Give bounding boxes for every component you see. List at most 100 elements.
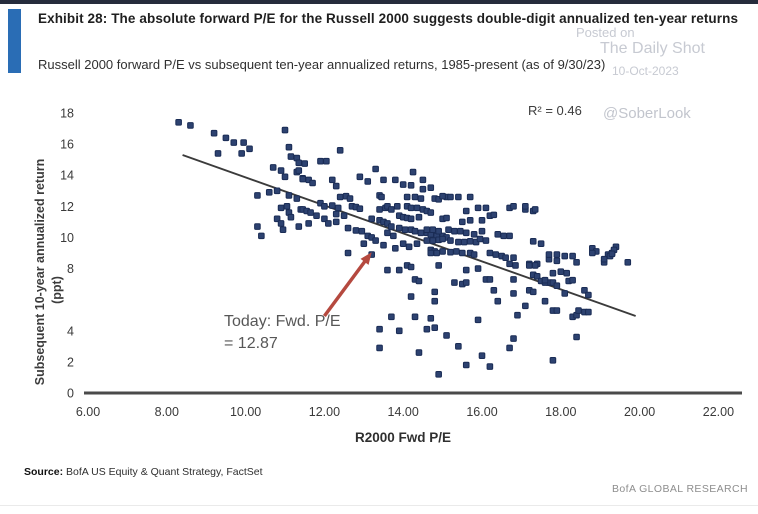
scatter-point bbox=[476, 235, 484, 243]
scatter-point bbox=[522, 302, 529, 310]
scatter-point bbox=[512, 262, 519, 269]
scatter-point bbox=[238, 150, 245, 157]
scatter-point bbox=[407, 204, 415, 212]
scatter-point bbox=[462, 229, 470, 237]
scatter-point bbox=[395, 224, 403, 232]
scatter-point bbox=[287, 213, 295, 221]
scatter-point bbox=[187, 122, 194, 129]
scatter-point bbox=[277, 204, 285, 212]
scatter-point bbox=[411, 227, 419, 235]
scatter-point bbox=[340, 212, 348, 219]
scatter-point bbox=[399, 240, 407, 247]
source-text: BofA US Equity & Quant Strategy, FactSet bbox=[63, 466, 263, 478]
scatter-point bbox=[494, 297, 502, 305]
scatter-point bbox=[376, 325, 383, 333]
scatter-point bbox=[462, 266, 470, 274]
scatter-point bbox=[336, 147, 344, 154]
scatter-point bbox=[344, 224, 352, 232]
scatter-point bbox=[413, 240, 421, 247]
scatter-point bbox=[321, 215, 328, 223]
scatter-point bbox=[474, 265, 482, 272]
source-line: Source: BofA US Equity & Quant Strategy,… bbox=[24, 466, 263, 478]
scatter-point bbox=[573, 333, 580, 341]
scatter-point bbox=[277, 220, 285, 227]
scatter-point bbox=[417, 229, 425, 237]
scatter-point bbox=[537, 240, 545, 247]
scatter-point bbox=[525, 262, 533, 269]
scatter-point bbox=[269, 164, 277, 171]
scatter-point bbox=[474, 204, 482, 212]
scatter-point bbox=[352, 227, 360, 234]
scatter-point bbox=[447, 237, 454, 244]
y-tick-label: 4 bbox=[67, 324, 74, 338]
scatter-point bbox=[490, 211, 498, 219]
scatter-point bbox=[549, 269, 557, 277]
scatter-point bbox=[295, 223, 303, 230]
annotation-arrow-line bbox=[322, 257, 369, 318]
bofa-global-research-brand: BofA GLOBAL RESEARCH bbox=[612, 483, 748, 495]
scatter-point bbox=[405, 243, 413, 251]
scatter-point bbox=[453, 248, 460, 255]
scatter-point bbox=[573, 259, 580, 266]
x-tick-label: 8.00 bbox=[155, 405, 179, 419]
plot-layer: 6.00 8.00 10.00 12.00 14.00 16.00 18.00 20.00 22… bbox=[60, 106, 742, 419]
scatter-points bbox=[175, 119, 632, 378]
scatter-point bbox=[301, 160, 308, 167]
scatter-point bbox=[529, 238, 537, 245]
scatter-point bbox=[415, 213, 423, 221]
scatter-point bbox=[415, 277, 423, 285]
scatter-point bbox=[502, 254, 509, 261]
bottom-divider bbox=[0, 505, 758, 506]
scatter-point bbox=[295, 167, 303, 174]
scatter-point bbox=[332, 218, 340, 226]
scatter-point bbox=[557, 268, 565, 275]
scatter-point bbox=[533, 273, 541, 280]
scatter-point bbox=[451, 279, 458, 286]
scatter-point bbox=[380, 176, 387, 184]
scatter-point bbox=[407, 182, 415, 189]
scatter-point bbox=[459, 249, 466, 257]
x-tick-label: 14.00 bbox=[388, 405, 419, 419]
scatter-point bbox=[254, 223, 261, 230]
scatter-point bbox=[510, 276, 517, 283]
scatter-point bbox=[346, 195, 354, 202]
scatter-point bbox=[439, 248, 446, 255]
scatter-point bbox=[376, 206, 383, 213]
scatter-point bbox=[283, 203, 291, 210]
scatter-point bbox=[399, 181, 407, 188]
scatter-point bbox=[307, 209, 314, 216]
scatter-point bbox=[175, 119, 182, 126]
scatter-point bbox=[553, 251, 561, 258]
top-border-strip bbox=[0, 0, 758, 4]
exhibit-accent-bar bbox=[8, 9, 21, 73]
scatter-point bbox=[376, 344, 383, 352]
scatter-point bbox=[388, 206, 395, 213]
scatter-point bbox=[435, 371, 442, 378]
scatter-point bbox=[423, 325, 431, 333]
scatter-point bbox=[439, 192, 446, 200]
scatter-point bbox=[328, 202, 336, 209]
source-label: Source: bbox=[24, 466, 64, 478]
scatter-point bbox=[417, 195, 425, 202]
annotation-arrow-head bbox=[360, 252, 372, 265]
scatter-point bbox=[277, 167, 285, 174]
scatter-point bbox=[328, 176, 336, 184]
scatter-point bbox=[388, 223, 395, 230]
scatter-point bbox=[443, 214, 450, 222]
scatter-point bbox=[445, 226, 452, 233]
scatter-point bbox=[246, 145, 253, 153]
watermark-posted-on: Posted on bbox=[576, 25, 635, 40]
scatter-point bbox=[427, 184, 435, 191]
scatter-point bbox=[466, 238, 474, 245]
scatter-point bbox=[447, 193, 454, 201]
y-tick-label: 16 bbox=[60, 138, 74, 152]
scatter-point bbox=[462, 207, 470, 215]
scatter-point bbox=[305, 220, 312, 227]
scatter-point bbox=[281, 126, 289, 134]
scatter-point bbox=[541, 276, 549, 284]
scatter-point bbox=[427, 209, 435, 216]
scatter-point bbox=[427, 249, 435, 257]
x-tick-label: 20.00 bbox=[624, 405, 655, 419]
scatter-point bbox=[457, 227, 464, 235]
